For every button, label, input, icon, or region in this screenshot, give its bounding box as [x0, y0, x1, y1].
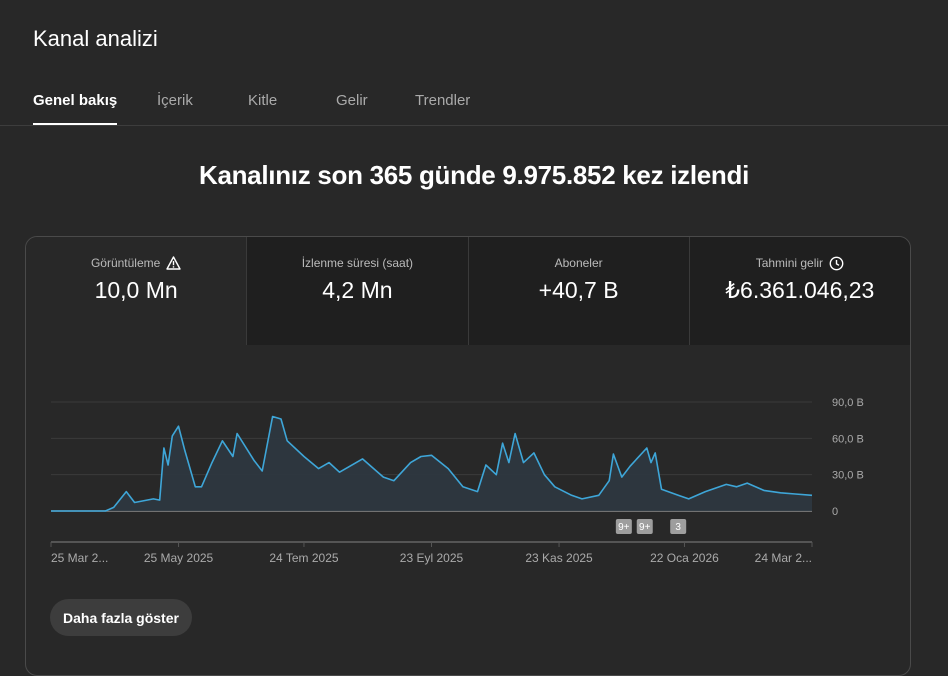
tab-revenue[interactable]: Gelir — [336, 92, 368, 109]
metric-tabs: Görüntüleme 10,0 Mn İzlenme süresi (saat… — [26, 237, 910, 345]
y-tick-label: 90,0 B — [832, 397, 864, 409]
headline: Kanalınız son 365 günde 9.975.852 kez iz… — [198, 160, 750, 190]
metric-value: 10,0 Mn — [94, 277, 178, 303]
page-title: Kanal analizi — [33, 26, 158, 51]
metric-label: Aboneler — [554, 256, 603, 270]
tab-bar: Genel bakış İçerik Kitle Gelir Trendler — [0, 86, 948, 126]
metric-value: 4,2 Mn — [322, 277, 393, 303]
annotation-marker — [636, 519, 653, 534]
metric-label: İzlenme süresi (saat) — [301, 256, 414, 270]
metric-revenue[interactable]: Tahmini gelir ₺6.361.046,23 — [688, 237, 910, 345]
y-tick-label: 0 — [832, 506, 838, 518]
x-tick-label: 25 Mar 2... — [51, 551, 108, 565]
series-area — [51, 416, 812, 511]
metric-watch-time[interactable]: İzlenme süresi (saat) 4,2 Mn — [246, 237, 468, 345]
tab-audience[interactable]: Kitle — [248, 92, 278, 109]
series-line — [51, 415, 813, 512]
x-tick-label: 23 Kas 2025 — [525, 551, 593, 565]
metric-subscribers[interactable]: Aboneler +40,7 B — [467, 237, 689, 345]
annotation-marker — [670, 519, 687, 534]
tab-content[interactable]: İçerik — [157, 92, 193, 109]
x-tick-label: 24 Tem 2025 — [269, 551, 338, 565]
metric-value: +40,7 B — [538, 277, 619, 303]
metric-views[interactable]: Görüntüleme 10,0 Mn — [26, 237, 247, 345]
x-tick-label: 25 May 2025 — [144, 551, 214, 565]
x-tick-label: 23 Eyl 2025 — [400, 551, 464, 565]
annotation-label: 3 — [675, 522, 681, 533]
tab-trends[interactable]: Trendler — [415, 92, 471, 109]
views-chart: 0 30,0 B 60,0 B 90,0 B 9+ 9+ 3 25 Mar 2... 25 Ma… — [50, 397, 864, 565]
y-tick-label: 30,0 B — [832, 470, 864, 482]
annotation-label: 9+ — [618, 522, 630, 533]
tab-overview[interactable]: Genel bakış — [33, 92, 118, 125]
warning-icon[interactable] — [166, 256, 182, 270]
x-tick-label: 22 Oca 2026 — [650, 551, 719, 565]
metric-label: Görüntüleme — [90, 256, 161, 270]
metric-value: ₺6.361.046,23 — [725, 277, 875, 303]
clock-icon[interactable] — [829, 256, 844, 271]
annotation-marker — [615, 519, 632, 534]
show-more-button[interactable]: Daha fazla göster — [50, 599, 192, 636]
y-tick-label: 60,0 B — [832, 433, 864, 445]
metric-label: Tahmini gelir — [755, 256, 824, 270]
analytics-card: 0 30,0 B 60,0 B 90,0 B 9+ 9+ 3 25 Mar 2... 25 Ma… — [25, 236, 911, 676]
annotation-label: 9+ — [639, 522, 651, 533]
x-tick-label: 24 Mar 2... — [755, 551, 812, 565]
